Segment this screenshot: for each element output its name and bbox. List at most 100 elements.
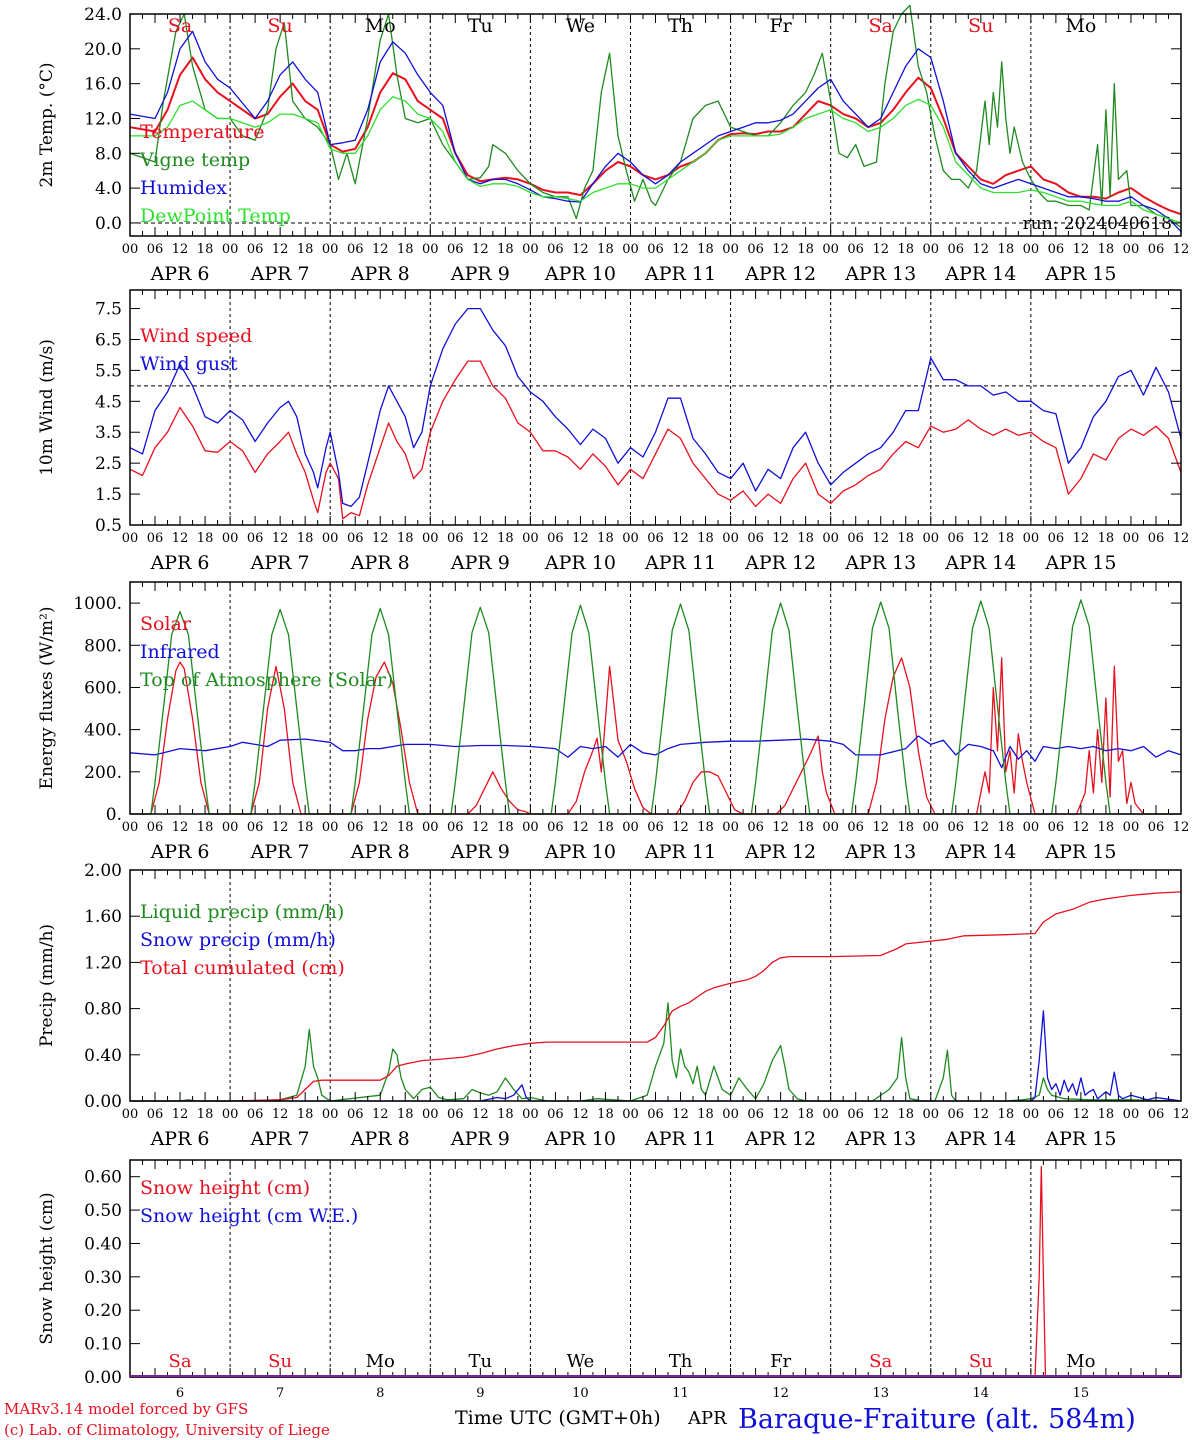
legend-entry: Snow height (cm W.E.): [140, 1205, 358, 1227]
date-label: APR 6: [150, 552, 210, 574]
day-number: 11: [672, 1386, 689, 1401]
hour-tick-label: 12: [973, 820, 990, 835]
date-label: APR 8: [350, 841, 410, 863]
hour-tick-label: 00: [922, 820, 939, 835]
y-tick-label: 7.5: [95, 300, 122, 320]
hour-tick-label: 00: [522, 1107, 539, 1122]
hour-tick-label: 12: [272, 242, 289, 257]
y-tick-label: 24.0: [84, 5, 122, 25]
hour-tick-label: 12: [872, 1107, 889, 1122]
hour-tick-label: 18: [297, 242, 314, 257]
series-line: [130, 96, 1182, 224]
series-line: [129, 307, 1182, 508]
y-tick-label: 0.40: [84, 1234, 122, 1254]
date-label: APR 15: [1044, 552, 1116, 574]
hour-tick-label: 18: [497, 531, 514, 546]
hour-tick-label: 18: [197, 531, 214, 546]
hour-tick-label: 00: [522, 242, 539, 257]
hour-tick-label: 06: [147, 531, 164, 546]
day-number: 9: [476, 1386, 484, 1401]
hour-tick-label: 00: [622, 820, 639, 835]
series-line: [130, 891, 1182, 1102]
hour-tick-label: 12: [172, 242, 189, 257]
weekday-label: Sa: [869, 1351, 892, 1372]
weekday-label: Fr: [769, 15, 792, 37]
hour-tick-label: 12: [672, 242, 689, 257]
hour-tick-label: 06: [547, 1107, 564, 1122]
hour-tick-label: 06: [247, 1107, 264, 1122]
hour-tick-label: 06: [1048, 820, 1065, 835]
hour-tick-label: 12: [772, 820, 789, 835]
legend-entry: Wind speed: [140, 325, 252, 347]
hour-tick-label: 00: [622, 531, 639, 546]
y-tick-label: 0.0: [95, 214, 122, 234]
hour-tick-label: 00: [1123, 531, 1140, 546]
weekday-label: We: [566, 15, 595, 37]
hour-tick-label: 18: [697, 820, 714, 835]
day-number: 14: [973, 1386, 990, 1401]
hour-tick-label: 18: [497, 1107, 514, 1122]
hour-tick-label: 18: [497, 242, 514, 257]
hour-tick-label: 12: [372, 242, 389, 257]
series-line: [129, 30, 1182, 233]
y-tick-label: 4.5: [95, 392, 122, 412]
weekday-label: We: [567, 1351, 595, 1372]
y-tick-label: 0.80: [84, 1000, 122, 1020]
y-axis-label: 10m Wind (m/s): [37, 339, 57, 476]
hour-tick-label: 18: [197, 1107, 214, 1122]
hour-tick-label: 00: [322, 531, 339, 546]
hour-tick-label: 12: [472, 820, 489, 835]
panel-3: 0. 200. 400. 600. 800. 1000. Energy fluxes (W/…: [37, 581, 1189, 863]
hour-tick-label: 18: [797, 820, 814, 835]
day-number: 8: [376, 1386, 384, 1401]
date-label: APR 15: [1044, 841, 1116, 863]
hour-tick-label: 06: [948, 1107, 965, 1122]
panel-4: 0.00 0.40 0.80 1.20 1.60 2.00 Precip (mm/h) Liq…: [37, 861, 1189, 1150]
hour-tick-label: 12: [872, 242, 889, 257]
weekday-label: Fr: [770, 1351, 791, 1372]
hour-tick-label: 00: [1123, 1107, 1140, 1122]
hour-tick-label: 00: [122, 820, 139, 835]
hour-tick-label: 12: [872, 820, 889, 835]
y-tick-label: 20.0: [84, 40, 122, 60]
y-axis-label: 2m Temp. (°C): [37, 62, 57, 187]
hour-tick-label: 18: [1098, 1107, 1115, 1122]
hour-tick-label: 00: [622, 1107, 639, 1122]
y-tick-label: 8.0: [95, 144, 122, 164]
hour-tick-label: 00: [722, 1107, 739, 1122]
hour-tick-label: 18: [1098, 531, 1115, 546]
credit-line-1: MARv3.14 model forced by GFS: [4, 1400, 248, 1418]
hour-tick-label: 00: [1123, 242, 1140, 257]
hour-tick-label: 12: [372, 820, 389, 835]
hour-tick-label: 00: [1123, 820, 1140, 835]
hour-tick-label: 00: [622, 242, 639, 257]
hour-tick-label: 18: [998, 242, 1015, 257]
hour-tick-label: 00: [322, 1107, 339, 1122]
date-label: APR 14: [944, 263, 1016, 285]
hour-tick-label: 12: [1073, 1107, 1090, 1122]
weekday-label: Sa: [168, 15, 192, 37]
y-tick-label: 0.: [106, 805, 122, 825]
date-label: APR 10: [544, 1128, 616, 1150]
hour-tick-label: 06: [1148, 531, 1165, 546]
hour-tick-label: 18: [397, 531, 414, 546]
hour-tick-label: 00: [922, 531, 939, 546]
date-label: APR 12: [744, 552, 816, 574]
weekday-label: Su: [968, 15, 993, 37]
day-number: 6: [176, 1386, 184, 1401]
hour-tick-label: 12: [772, 531, 789, 546]
hour-tick-label: 06: [948, 531, 965, 546]
hour-tick-label: 12: [973, 1107, 990, 1122]
hour-tick-label: 18: [497, 820, 514, 835]
hour-tick-label: 00: [122, 242, 139, 257]
hour-tick-label: 12: [572, 1107, 589, 1122]
date-label: APR 11: [644, 841, 716, 863]
hour-tick-label: 18: [697, 1107, 714, 1122]
legend-entry: Temperature: [140, 121, 264, 143]
hour-tick-label: 06: [447, 242, 464, 257]
date-label: APR 10: [544, 552, 616, 574]
y-tick-label: 0.10: [84, 1335, 122, 1355]
hour-tick-label: 00: [322, 820, 339, 835]
hour-tick-label: 18: [1098, 242, 1115, 257]
hour-tick-label: 18: [998, 531, 1015, 546]
